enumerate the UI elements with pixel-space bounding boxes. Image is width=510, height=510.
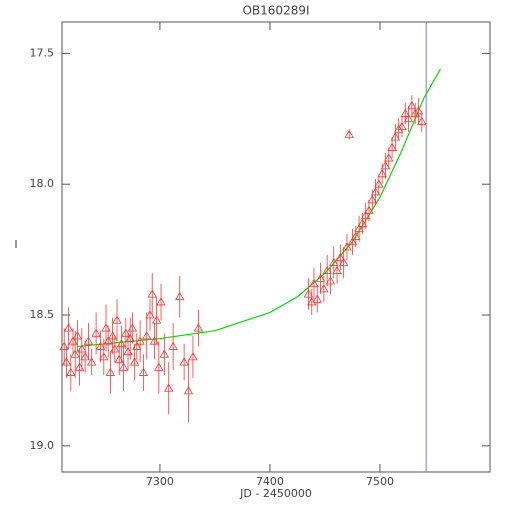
data-point [397, 121, 407, 131]
y-tick-label: 19.0 [30, 439, 55, 452]
data-point [103, 336, 113, 345]
data-point [95, 341, 106, 350]
data-point [118, 362, 129, 371]
data-point [354, 223, 364, 233]
data-point [325, 276, 336, 285]
data-point [347, 236, 358, 246]
data-point [159, 349, 170, 358]
data-point [188, 352, 198, 361]
data-point [344, 129, 354, 138]
data-point [322, 265, 332, 274]
data-point [377, 168, 387, 178]
x-axis-label: JD - 2450000 [239, 487, 312, 500]
data-point [61, 357, 72, 366]
data-point [374, 179, 384, 188]
data-point [332, 265, 342, 274]
data-point [99, 352, 109, 361]
data-point [335, 252, 346, 261]
x-tick-label: 7300 [146, 475, 174, 488]
plot-frame [61, 21, 491, 473]
data-point [72, 331, 83, 340]
model-curve [77, 68, 442, 348]
data-point [116, 338, 127, 348]
data-point [357, 218, 368, 227]
data-point [407, 100, 417, 110]
data-point [175, 291, 185, 301]
data-point [351, 231, 361, 240]
data-point [410, 108, 420, 117]
x-tick-label: 7400 [256, 475, 284, 488]
x-tick-label: 7500 [366, 475, 394, 488]
data-point [164, 383, 174, 392]
data-point [393, 124, 404, 133]
data-point [77, 344, 87, 353]
data-point [107, 331, 118, 340]
data-point [360, 210, 371, 220]
data-point [135, 336, 145, 345]
data-point [83, 336, 94, 345]
data-point [364, 205, 374, 214]
data-point [121, 328, 131, 337]
data-point [370, 187, 381, 196]
data-point [390, 132, 401, 141]
data-point [338, 257, 349, 267]
data-point [138, 367, 149, 376]
y-tick-label: 18.0 [30, 177, 55, 190]
y-tick-label: 17.5 [30, 46, 55, 59]
data-point [112, 315, 122, 324]
data-point [151, 315, 162, 324]
data-point [413, 106, 424, 115]
data-point [319, 284, 329, 293]
data-point [384, 153, 394, 162]
data-point [193, 323, 204, 332]
data-point [147, 289, 157, 298]
data-point [91, 328, 101, 337]
data-point [129, 357, 140, 366]
data-point [59, 341, 69, 350]
data-point [303, 289, 314, 298]
data-point [417, 116, 427, 125]
data-point [63, 323, 74, 332]
data-point [105, 367, 116, 376]
data-point [168, 341, 178, 350]
data-point [183, 386, 194, 395]
chart-title: OB160289I [242, 4, 309, 18]
data-point [154, 362, 164, 371]
data-point [156, 297, 166, 306]
data-point [312, 294, 322, 303]
data-point [329, 257, 339, 267]
data-point [309, 278, 319, 288]
data-point [110, 344, 120, 353]
data-point [367, 195, 377, 204]
data-point [80, 352, 90, 361]
y-tick-label: 18.5 [30, 308, 55, 321]
data-point [70, 349, 80, 358]
data-point [66, 367, 76, 376]
data-point [403, 113, 414, 123]
data-point [315, 273, 326, 282]
data-point [132, 341, 142, 350]
data-point [127, 323, 138, 332]
data-point [400, 108, 410, 117]
data-point [87, 357, 97, 366]
data-point [380, 161, 391, 170]
y-axis-label: I [14, 238, 17, 251]
data-point [179, 357, 189, 366]
data-point [387, 142, 397, 151]
data-point [142, 331, 152, 340]
data-point [342, 242, 352, 251]
